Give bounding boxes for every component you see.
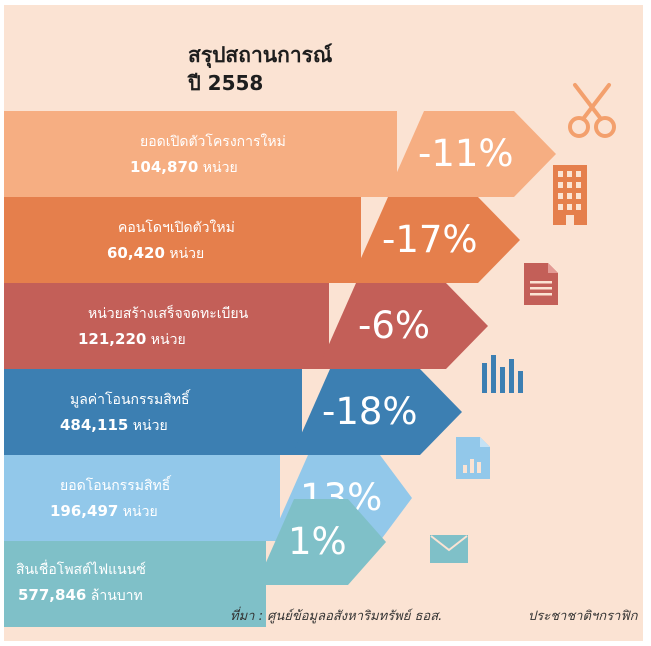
stat-number: 196,497 xyxy=(50,502,119,520)
bar-chart-icon xyxy=(482,355,523,393)
building-icon xyxy=(553,165,587,225)
stat-value: 484,115 หน่วย xyxy=(60,415,168,437)
document-icon xyxy=(524,263,558,305)
stat-label: มูลค่าโอนกรรมสิทธิ์ xyxy=(70,392,190,408)
stat-value: 196,497 หน่วย xyxy=(50,501,158,523)
credit-note: ประชาชาติฯกราฟิก xyxy=(528,609,638,624)
stat-value: 104,870 หน่วย xyxy=(130,157,238,179)
stat-number: 577,846 xyxy=(18,586,87,604)
change-percent: -18% xyxy=(322,390,418,433)
stat-label: คอนโดฯเปิดตัวใหม่ xyxy=(118,220,235,236)
stat-value: 577,846 ล้านบาท xyxy=(18,585,143,607)
stat-label: ยอดเปิดตัวโครงการใหม่ xyxy=(140,134,286,150)
stat-band-6: สินเชื่อโพสต์ไฟแนนซ์ 577,846 ล้านบาท xyxy=(4,541,266,627)
change-arrow-3 xyxy=(318,283,488,369)
stat-number: 104,870 xyxy=(130,158,199,176)
stat-number: 484,115 xyxy=(60,416,129,434)
stat-label: ยอดโอนกรรมสิทธิ์ xyxy=(60,478,171,494)
change-percent: -6% xyxy=(358,304,431,347)
source-note: ที่มา : ศูนย์ข้อมูลอสังหาริมทรัพย์ ธอส. xyxy=(230,609,443,624)
title-line-2: ปี 2558 xyxy=(188,71,264,95)
stat-value: 121,220 หน่วย xyxy=(78,329,186,351)
change-arrow-2 xyxy=(350,197,520,283)
stat-value: 60,420 หน่วย xyxy=(107,243,204,265)
stat-unit: หน่วย xyxy=(150,332,186,348)
change-arrow-1 xyxy=(386,111,556,197)
stat-band-3: หน่วยสร้างเสร็จจดทะเบียน 121,220 หน่วย xyxy=(4,283,329,369)
change-percent: -11% xyxy=(418,132,514,175)
change-percent: -17% xyxy=(382,218,478,261)
stat-label: สินเชื่อโพสต์ไฟแนนซ์ xyxy=(16,562,146,578)
stat-band-2: คอนโดฯเปิดตัวใหม่ 60,420 หน่วย xyxy=(4,197,361,283)
change-percent: 1% xyxy=(288,520,347,563)
stat-unit: หน่วย xyxy=(202,160,238,176)
title-line-1: สรุปสถานการณ์ xyxy=(188,43,333,67)
change-arrow-6 xyxy=(256,499,386,585)
infographic-card: สรุปสถานการณ์ ปี 2558 ยอดเปิดตัวโครงการใ… xyxy=(4,5,643,641)
stat-number: 60,420 xyxy=(107,244,165,262)
change-arrow-4 xyxy=(292,369,462,455)
stat-number: 121,220 xyxy=(78,330,147,348)
envelope-icon xyxy=(430,535,468,563)
stat-band-5: ยอดโอนกรรมสิทธิ์ 196,497 หน่วย xyxy=(4,455,280,541)
stat-unit: หน่วย xyxy=(122,504,158,520)
stat-unit: หน่วย xyxy=(132,418,168,434)
stat-band-1: ยอดเปิดตัวโครงการใหม่ 104,870 หน่วย xyxy=(4,111,397,197)
stat-band-4: มูลค่าโอนกรรมสิทธิ์ 484,115 หน่วย xyxy=(4,369,302,455)
chart-file-icon xyxy=(456,437,490,479)
stat-unit: หน่วย xyxy=(169,246,205,262)
stat-label: หน่วยสร้างเสร็จจดทะเบียน xyxy=(88,306,249,322)
scissors-icon xyxy=(568,83,616,138)
stat-unit: ล้านบาท xyxy=(90,588,143,604)
